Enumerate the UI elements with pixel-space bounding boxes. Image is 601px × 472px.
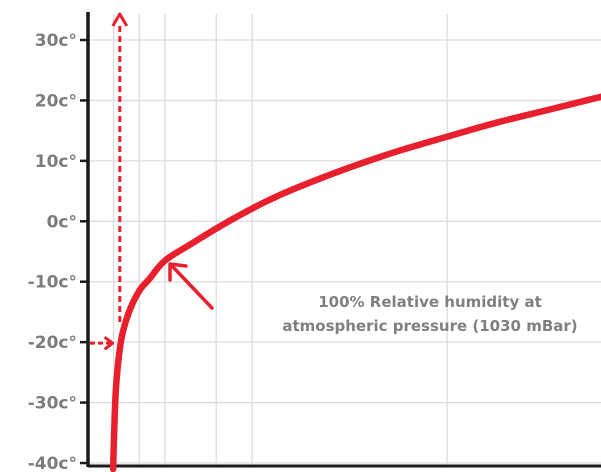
- y-tick-label: -20c°: [28, 333, 77, 353]
- annotation-arrow: [168, 262, 214, 310]
- annotation-line-1: 100% Relative humidity at: [318, 293, 542, 311]
- y-tick-label: -40c°: [28, 454, 77, 472]
- annotation-arrow-head: [168, 262, 188, 282]
- reference-lines: [90, 12, 129, 351]
- saturation-curve: [109, 93, 601, 472]
- reference-arrowhead-right: [103, 335, 115, 351]
- reference-arrowhead-up: [111, 12, 129, 27]
- y-tick-label: -30c°: [28, 394, 77, 414]
- y-tick-label: 10c°: [35, 152, 77, 172]
- y-tick-label: 0c°: [47, 212, 77, 232]
- y-tick-label: 30c°: [35, 31, 77, 51]
- y-axis-ticks: 30c° 20c° 10c° 0c° -10c° -20c° -30c° -40c°: [28, 31, 88, 472]
- annotation-line-2: atmospheric pressure (1030 mBar): [282, 317, 577, 335]
- y-tick-label: 20c°: [35, 91, 77, 111]
- y-tick-label: -10c°: [28, 273, 77, 293]
- grid: [88, 14, 601, 465]
- annotation-arrow-shaft: [171, 265, 214, 310]
